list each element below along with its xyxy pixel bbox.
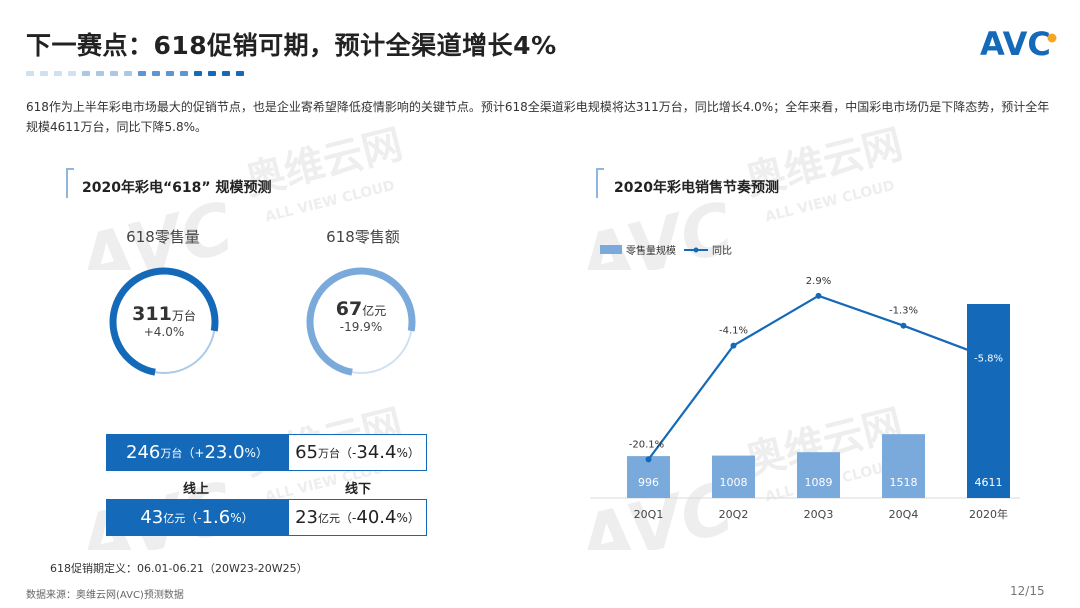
yoy-value-label: -20.1% [629,439,664,450]
table-column-online: 线上 [126,478,266,497]
left-section-heading: 2020年彩电“618” 规模预测 [82,177,271,197]
decorative-dot [208,71,216,76]
legend-marker-yoy [694,248,699,253]
kpi-change-revenue: -19.9% [305,320,417,334]
decorative-dot [236,71,244,76]
table-cell-offline-volume: 65 万台（-34.4%） [288,434,427,471]
yoy-value-label: 2.9% [806,276,831,287]
legend-swatch-volume [600,245,622,254]
sales-rhythm-chart: 零售量规模 同比 996 20Q1 1008 20Q2 1089 20Q3 1518 20Q4 46… [590,230,1030,530]
kpi-label-volume: 618零售量 [93,226,233,247]
data-source: 数据来源：奥维云网(AVC)预测数据 [26,586,184,601]
yoy-line [649,296,989,460]
x-tick-label: 20Q3 [804,508,834,521]
yoy-value-label: -5.8% [974,354,1003,365]
decorative-dot [82,71,90,76]
table-cell-online-revenue: 43 亿元（-1.6%） [106,499,288,536]
bar-value-label: 1008 [720,476,748,489]
decorative-dot [194,71,202,76]
footnote: 618促销期定义：06.01-06.21（20W23-20W25） [50,560,308,576]
kpi-change-volume: +4.0% [108,325,220,339]
bar-value-label: 1518 [890,476,918,489]
decorative-dot [180,71,188,76]
page-title: 下一赛点：618促销可期，预计全渠道增长4% [26,26,557,62]
decorative-dot [152,71,160,76]
x-tick-label: 20Q2 [719,508,749,521]
decorative-dots [26,71,244,76]
page-number: 12/15 [1010,584,1045,598]
kpi-label-revenue: 618零售额 [293,226,433,247]
table-cell-offline-revenue: 23 亿元（-40.4%） [288,499,427,536]
yoy-value-label: -1.3% [889,306,918,317]
watermark: AVC 奥维云网 ALL VIEW CLOUD [60,120,480,274]
yoy-point [646,456,652,462]
avc-logo: AVC [978,22,1064,62]
section-bracket [596,168,604,198]
bar [967,304,1010,498]
section-bracket [66,168,74,198]
bar-value-label: 996 [638,476,659,489]
x-tick-label: 2020年 [969,507,1008,521]
decorative-dot [110,71,118,76]
svg-text:ALL VIEW CLOUD: ALL VIEW CLOUD [263,178,396,226]
decorative-dot [54,71,62,76]
x-tick-label: 20Q1 [634,508,664,521]
x-tick-label: 20Q4 [889,508,919,521]
table-cell-online-volume: 246 万台（+23.0%） [106,434,288,471]
decorative-dot [68,71,76,76]
table-column-offline: 线下 [288,478,428,497]
bar-value-label: 1089 [805,476,833,489]
kpi-value-revenue: 67亿元 -19.9% [305,298,417,334]
legend-label-volume: 零售量规模 [626,244,676,257]
yoy-point [901,323,907,329]
bar-value-label: 4611 [975,476,1003,489]
decorative-dot [222,71,230,76]
decorative-dot [26,71,34,76]
decorative-dot [166,71,174,76]
decorative-dot [40,71,48,76]
chart-title: 2020年彩电销售节奏预测 [614,177,779,197]
decorative-dot [138,71,146,76]
svg-text:ALL VIEW CLOUD: ALL VIEW CLOUD [763,178,896,226]
yoy-point [731,343,737,349]
decorative-dot [124,71,132,76]
yoy-point [816,293,822,299]
decorative-dot [96,71,104,76]
kpi-value-volume: 311万台 +4.0% [108,303,220,339]
legend-label-yoy: 同比 [712,245,732,257]
page-description: 618作为上半年彩电市场最大的促销节点，也是企业寄希望降低疫情影响的关键节点。预… [26,97,1056,137]
svg-text:AVC: AVC [980,25,1051,62]
yoy-value-label: -4.1% [719,326,748,337]
